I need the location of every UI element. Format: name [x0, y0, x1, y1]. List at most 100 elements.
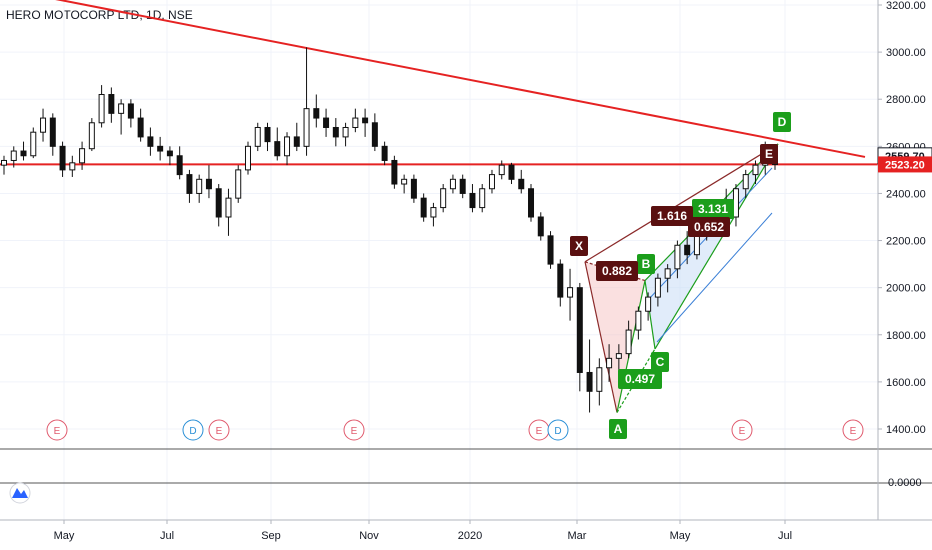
- candle: [108, 87, 115, 123]
- candle: [225, 188, 232, 236]
- candle-body: [49, 117, 56, 147]
- candle: [645, 292, 652, 321]
- candle: [79, 141, 86, 170]
- candle-body: [401, 178, 408, 185]
- candle-body: [108, 94, 115, 114]
- candle-body: [332, 126, 339, 138]
- candle-body: [567, 287, 574, 298]
- candle-body: [469, 192, 476, 209]
- event-text: E: [54, 426, 61, 437]
- candle: [127, 99, 134, 128]
- dividend-marker[interactable]: D: [547, 419, 569, 441]
- pattern-leg-xa: [584, 261, 618, 413]
- candle: [274, 127, 281, 161]
- x-tick-label: Jul: [160, 530, 174, 542]
- ratio-label-box: [651, 206, 693, 226]
- candle-body: [166, 150, 173, 157]
- event-text: D: [189, 426, 196, 437]
- candle: [684, 231, 691, 265]
- candle: [625, 320, 632, 359]
- candle-body: [362, 117, 369, 124]
- candle: [469, 184, 476, 213]
- candle-body: [118, 103, 125, 114]
- candle: [635, 306, 642, 340]
- y-tick-label: 3000.00: [886, 47, 926, 59]
- candle: [235, 165, 242, 203]
- pattern-point-text: B: [642, 257, 651, 271]
- candle: [293, 122, 300, 152]
- y-tick-label: 3200.00: [886, 0, 926, 12]
- ratio-label-text: 0.497: [625, 372, 655, 386]
- candle: [567, 268, 574, 321]
- ratio-label: 0.882: [596, 261, 638, 281]
- candle-body: [215, 188, 222, 218]
- candle: [498, 160, 505, 180]
- candle-body: [176, 155, 183, 176]
- candle-body: [225, 197, 232, 218]
- candle: [381, 141, 388, 166]
- candle-body: [274, 141, 281, 157]
- candle-body: [88, 122, 95, 150]
- ratio-label-text: 0.882: [602, 264, 632, 278]
- earnings-marker[interactable]: E: [731, 419, 753, 441]
- candle: [157, 136, 164, 161]
- candle-body: [352, 117, 359, 128]
- candle: [420, 193, 427, 222]
- candle-body: [20, 150, 27, 157]
- candle: [440, 184, 447, 213]
- pattern-point-x: X: [570, 236, 588, 256]
- ratio-label-text: 1.616: [657, 209, 687, 223]
- ratio-label-box: [692, 199, 734, 219]
- y-axis: 3200.003000.002800.002600.002400.002200.…: [877, 0, 926, 520]
- y-tick-label: 2000.00: [886, 283, 926, 295]
- candle: [323, 108, 330, 137]
- dividend-marker[interactable]: D: [182, 419, 204, 441]
- candle: [732, 184, 739, 227]
- candle: [313, 94, 320, 128]
- candle: [88, 118, 95, 152]
- candle-body: [440, 188, 447, 209]
- candle-body: [157, 145, 164, 152]
- candle-body: [459, 178, 466, 194]
- candle-body: [79, 148, 86, 164]
- candle: [352, 108, 359, 133]
- y-tick-label: 1600.00: [886, 377, 926, 389]
- candle: [596, 358, 603, 406]
- candle-body: [635, 310, 642, 331]
- earnings-marker[interactable]: E: [528, 419, 550, 441]
- pattern-point-text: D: [778, 115, 787, 129]
- candle-body: [59, 145, 66, 171]
- earnings-marker[interactable]: E: [208, 419, 230, 441]
- candle: [488, 169, 495, 194]
- candle: [371, 113, 378, 152]
- earnings-marker[interactable]: E: [46, 419, 68, 441]
- candle: [254, 122, 261, 152]
- candle: [10, 146, 17, 168]
- event-circle: [343, 419, 365, 441]
- pattern-point-text: E: [765, 147, 773, 161]
- ratio-label: 3.131: [692, 199, 734, 219]
- x-tick-label: May: [670, 530, 691, 542]
- indicator-tick-label: 0.0000: [888, 477, 922, 489]
- candle: [118, 99, 125, 135]
- y-tick-label: 1800.00: [886, 330, 926, 342]
- earnings-marker[interactable]: E: [343, 419, 365, 441]
- candle-body: [664, 268, 671, 279]
- x-tick-label: May: [54, 530, 75, 542]
- candle-body: [508, 164, 515, 180]
- x-tick-label: Jul: [778, 530, 792, 542]
- pattern-point-text: C: [656, 355, 665, 369]
- candle-body: [615, 353, 622, 359]
- candle-body: [410, 178, 417, 199]
- event-text: D: [554, 426, 561, 437]
- candle: [615, 344, 622, 373]
- candle: [479, 184, 486, 213]
- candle-body: [40, 117, 47, 133]
- earnings-marker[interactable]: E: [842, 419, 864, 441]
- pattern-point-box: [609, 419, 627, 439]
- candle-body: [244, 145, 251, 171]
- candle: [742, 169, 749, 199]
- event-text: E: [739, 426, 746, 437]
- ratio-label: 1.616: [651, 206, 693, 226]
